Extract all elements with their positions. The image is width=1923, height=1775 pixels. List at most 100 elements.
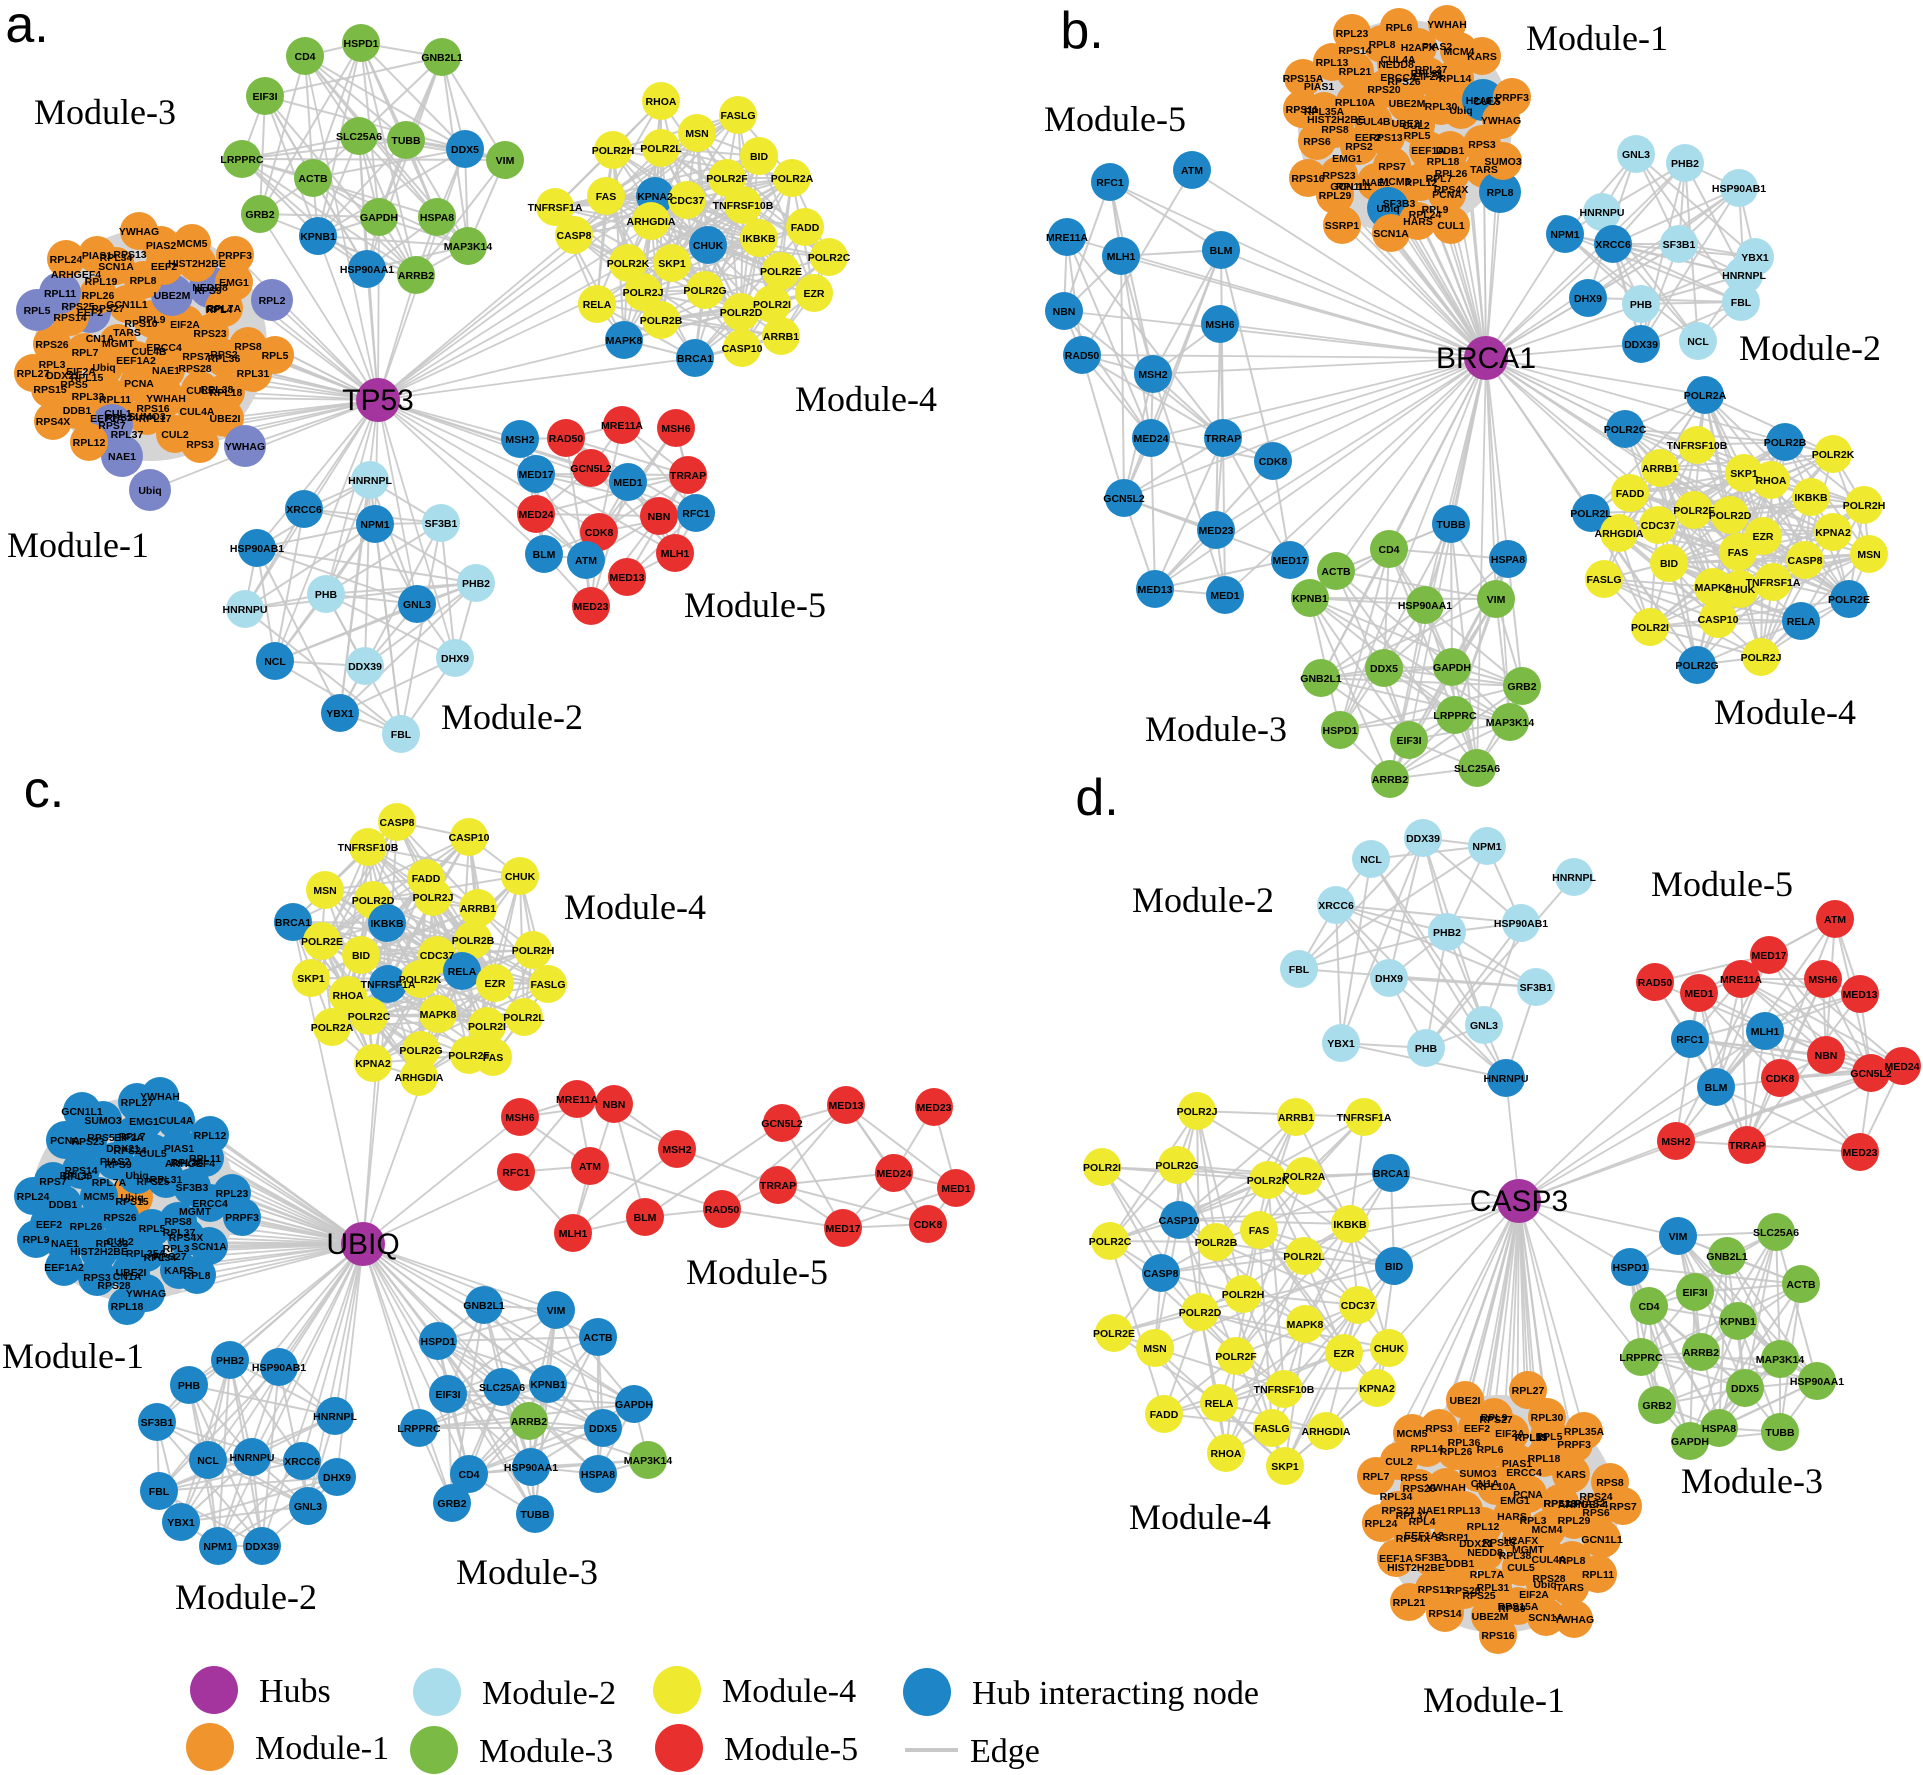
svg-text:UBE2M: UBE2M	[1389, 98, 1426, 110]
svg-text:DDB1: DDB1	[49, 1199, 78, 1211]
svg-text:POLR2D: POLR2D	[1709, 510, 1752, 522]
svg-text:RPS23: RPS23	[71, 1136, 104, 1148]
svg-text:ATM: ATM	[1824, 914, 1846, 926]
svg-text:GNL3: GNL3	[1622, 149, 1650, 161]
svg-text:RPL21: RPL21	[1393, 1597, 1426, 1609]
svg-text:HIST2H2BE: HIST2H2BE	[168, 258, 226, 270]
svg-text:RPL13: RPL13	[1448, 1505, 1481, 1517]
svg-text:Module-2: Module-2	[1739, 328, 1881, 368]
svg-text:CD4: CD4	[294, 51, 315, 63]
svg-text:CUL5: CUL5	[1473, 96, 1501, 108]
svg-text:VIM: VIM	[547, 1305, 566, 1317]
svg-text:HIST2H2BE: HIST2H2BE	[70, 1246, 128, 1258]
svg-text:MSH2: MSH2	[1661, 1136, 1690, 1148]
svg-text:RPS26: RPS26	[1402, 1483, 1435, 1495]
svg-text:RPL15: RPL15	[1515, 1432, 1548, 1444]
svg-text:RAD50: RAD50	[705, 1204, 740, 1216]
svg-text:Module-3: Module-3	[456, 1552, 598, 1592]
svg-text:RPL24: RPL24	[50, 254, 83, 266]
svg-text:EIF3I: EIF3I	[1682, 1287, 1707, 1299]
svg-text:CASP8: CASP8	[1787, 555, 1822, 567]
svg-text:POLR2C: POLR2C	[808, 252, 851, 264]
svg-text:GCN1L1: GCN1L1	[1581, 1534, 1623, 1546]
svg-text:DHX9: DHX9	[323, 1472, 351, 1484]
svg-text:POLR2K: POLR2K	[1812, 449, 1855, 461]
svg-text:Ubiq: Ubiq	[1376, 203, 1399, 215]
svg-text:DHX9: DHX9	[1375, 973, 1403, 985]
svg-text:GNL3: GNL3	[1470, 1020, 1498, 1032]
svg-text:RPL17: RPL17	[139, 413, 172, 425]
svg-text:RPS27: RPS27	[1479, 1414, 1512, 1426]
svg-text:RPL3: RPL3	[163, 1243, 190, 1255]
svg-text:TRRAP: TRRAP	[1205, 433, 1241, 445]
svg-text:PIAS1: PIAS1	[82, 250, 113, 262]
svg-text:RPS7: RPS7	[98, 420, 126, 432]
svg-text:POLR2E: POLR2E	[1828, 594, 1870, 606]
svg-text:RPL7: RPL7	[1426, 173, 1453, 185]
svg-text:MCM5: MCM5	[1380, 176, 1411, 188]
svg-text:RPS7: RPS7	[1378, 161, 1406, 173]
svg-text:RAD50: RAD50	[549, 433, 584, 445]
svg-text:BID: BID	[1660, 558, 1679, 570]
svg-text:HSP90AA1: HSP90AA1	[1398, 600, 1452, 612]
svg-text:GCN1L1: GCN1L1	[1330, 181, 1372, 193]
svg-text:RPS13: RPS13	[113, 249, 146, 261]
svg-text:DDB1: DDB1	[1446, 1558, 1475, 1570]
svg-text:RPL5: RPL5	[139, 1223, 166, 1235]
svg-text:Module-1: Module-1	[1526, 18, 1668, 58]
svg-text:CN1A: CN1A	[113, 1271, 142, 1283]
svg-text:HNRNPL: HNRNPL	[348, 475, 392, 487]
svg-text:RPL7: RPL7	[72, 347, 99, 359]
svg-text:HARS: HARS	[1403, 216, 1433, 228]
svg-text:CUL2: CUL2	[106, 1236, 134, 1248]
svg-text:EEF2: EEF2	[77, 307, 103, 319]
svg-text:YWHAH: YWHAH	[146, 393, 186, 405]
svg-text:NAE1: NAE1	[1362, 177, 1390, 189]
svg-text:PHB2: PHB2	[1433, 927, 1461, 939]
svg-text:YWHAH: YWHAH	[140, 1091, 180, 1103]
svg-text:RPS6: RPS6	[1582, 1507, 1610, 1519]
svg-text:LRPPRC: LRPPRC	[1433, 710, 1477, 722]
svg-text:FADD: FADD	[1150, 1409, 1179, 1421]
svg-text:NPM1: NPM1	[1472, 841, 1501, 853]
svg-text:GAPDH: GAPDH	[1671, 1436, 1709, 1448]
svg-text:RPS27: RPS27	[91, 303, 124, 315]
svg-text:PRPF3: PRPF3	[1495, 92, 1529, 104]
svg-text:CASP8: CASP8	[556, 230, 591, 242]
svg-text:DHX9: DHX9	[1574, 293, 1602, 305]
svg-text:MGMT: MGMT	[102, 338, 135, 350]
svg-text:POLR2C: POLR2C	[348, 1011, 391, 1023]
svg-text:BLM: BLM	[1210, 245, 1233, 257]
svg-text:SCN1A: SCN1A	[1373, 228, 1409, 240]
svg-text:DDX21: DDX21	[1459, 1538, 1493, 1550]
svg-text:YWHAH: YWHAH	[1426, 1482, 1466, 1494]
svg-text:RPS23: RPS23	[193, 328, 226, 340]
svg-text:CUL2: CUL2	[1385, 1456, 1413, 1468]
svg-text:RPS10: RPS10	[124, 318, 157, 330]
svg-text:POLR2I: POLR2I	[753, 299, 791, 311]
svg-text:ARHGDIA: ARHGDIA	[627, 216, 676, 228]
svg-text:CUL1: CUL1	[1437, 220, 1465, 232]
svg-text:POLR2A: POLR2A	[1684, 390, 1727, 402]
svg-text:RPL36: RPL36	[60, 1170, 93, 1182]
svg-text:RPS3: RPS3	[186, 439, 214, 451]
svg-text:MED13: MED13	[1842, 989, 1877, 1001]
svg-text:TUBB: TUBB	[391, 135, 421, 147]
svg-text:Module-3: Module-3	[34, 92, 176, 132]
svg-text:GNB2L1: GNB2L1	[1300, 673, 1342, 685]
svg-text:Module-2: Module-2	[175, 1577, 317, 1617]
svg-text:ARHGDIA: ARHGDIA	[1302, 1426, 1351, 1438]
svg-text:POLR2D: POLR2D	[352, 895, 395, 907]
svg-text:Module-1: Module-1	[2, 1336, 144, 1376]
svg-text:RPS14: RPS14	[64, 1165, 97, 1177]
svg-text:RPL19: RPL19	[85, 276, 118, 288]
svg-text:PHB: PHB	[1415, 1043, 1438, 1055]
svg-text:SSRP1: SSRP1	[1435, 1532, 1470, 1544]
svg-text:NAE1: NAE1	[1418, 1505, 1446, 1517]
svg-text:MAPK8: MAPK8	[420, 1009, 457, 1021]
svg-text:VIM: VIM	[1487, 594, 1506, 606]
svg-text:CUL2: CUL2	[1402, 120, 1430, 132]
svg-text:DDX39: DDX39	[245, 1541, 279, 1553]
svg-text:RPS24: RPS24	[1579, 1491, 1612, 1503]
svg-text:Module-4: Module-4	[1714, 692, 1856, 732]
